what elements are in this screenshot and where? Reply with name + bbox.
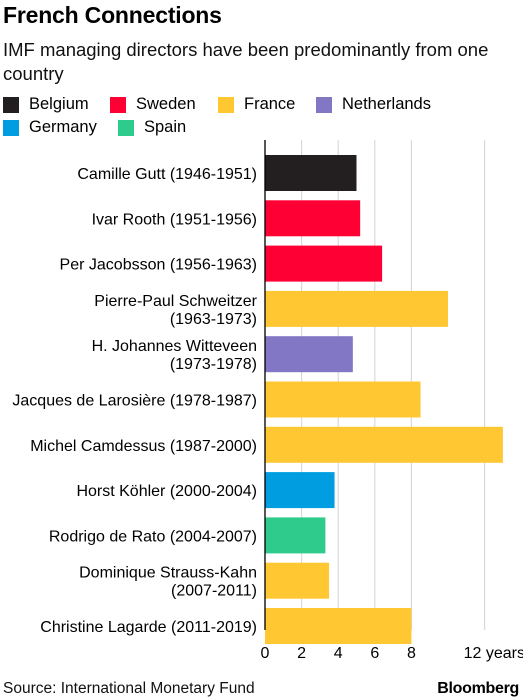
legend-swatch [316,96,332,113]
legend-label: Netherlands [342,95,431,113]
bar [265,200,361,237]
x-tick-label: 2 [297,645,306,662]
legend-item-germany: Germany [3,118,97,137]
category-label: H. Johannes Witteveen [92,338,257,355]
category-label: (1973-1978) [170,356,257,373]
legend-label: France [244,95,296,113]
legend-item-spain: Spain [118,118,186,137]
bar [265,472,335,509]
chart-subtitle: IMF managing directors have been predomi… [3,39,489,84]
legend-swatch [218,96,234,113]
legend-label: Spain [144,118,187,136]
category-label: Michel Camdessus (1987-2000) [30,438,257,455]
bar [265,608,412,644]
category-label: Ivar Rooth (1951-1956) [92,211,257,228]
category-label: (2007-2011) [171,583,257,600]
x-tick-label: 12 years [464,645,523,662]
category-label: Jacques de Larosière (1978-1987) [12,393,257,410]
legend-item-sweden: Sweden [110,95,196,114]
legend-swatch [118,119,134,136]
legend-label: Sweden [136,95,196,113]
category-label: Horst Köhler (2000-2004) [76,483,257,500]
category-label: Per Jacobsson (1956-1963) [60,257,257,274]
bar [265,155,357,191]
legend-swatch [3,96,19,113]
chart-title: French Connections [3,2,222,28]
bar [265,381,421,418]
legend-swatch [3,119,19,136]
brand-logo: Bloomberg [437,680,519,697]
legend-label: Germany [29,118,97,136]
category-label: Rodrigo de Rato (2004-2007) [49,528,257,545]
category-label: Christine Lagarde (2011-2019) [40,619,257,636]
x-tick-label: 0 [261,645,270,662]
legend-item-france: France [218,95,295,114]
category-label: (1963-1973) [170,311,257,328]
bar [265,517,326,554]
category-label: Dominique Strauss-Kahn [79,565,257,582]
bar [265,562,330,599]
source-note: Source: International Monetary Fund [3,680,255,697]
category-label: Camille Gutt (1946-1951) [77,166,257,183]
bar [265,245,383,282]
bar [265,290,448,327]
x-tick-label: 6 [370,645,379,662]
legend-item-netherlands: Netherlands [316,95,431,114]
legend-item-belgium: Belgium [3,95,89,114]
category-label: Pierre-Paul Schweitzer [94,293,257,310]
bar [265,336,353,373]
x-tick-label: 4 [334,645,343,662]
bar-chart: Camille Gutt (1946-1951) Ivar Rooth (1951… [12,140,523,662]
legend-swatch [110,96,126,113]
x-tick-label: 8 [407,645,416,662]
legend-label: Belgium [29,95,89,113]
bar [265,426,503,463]
